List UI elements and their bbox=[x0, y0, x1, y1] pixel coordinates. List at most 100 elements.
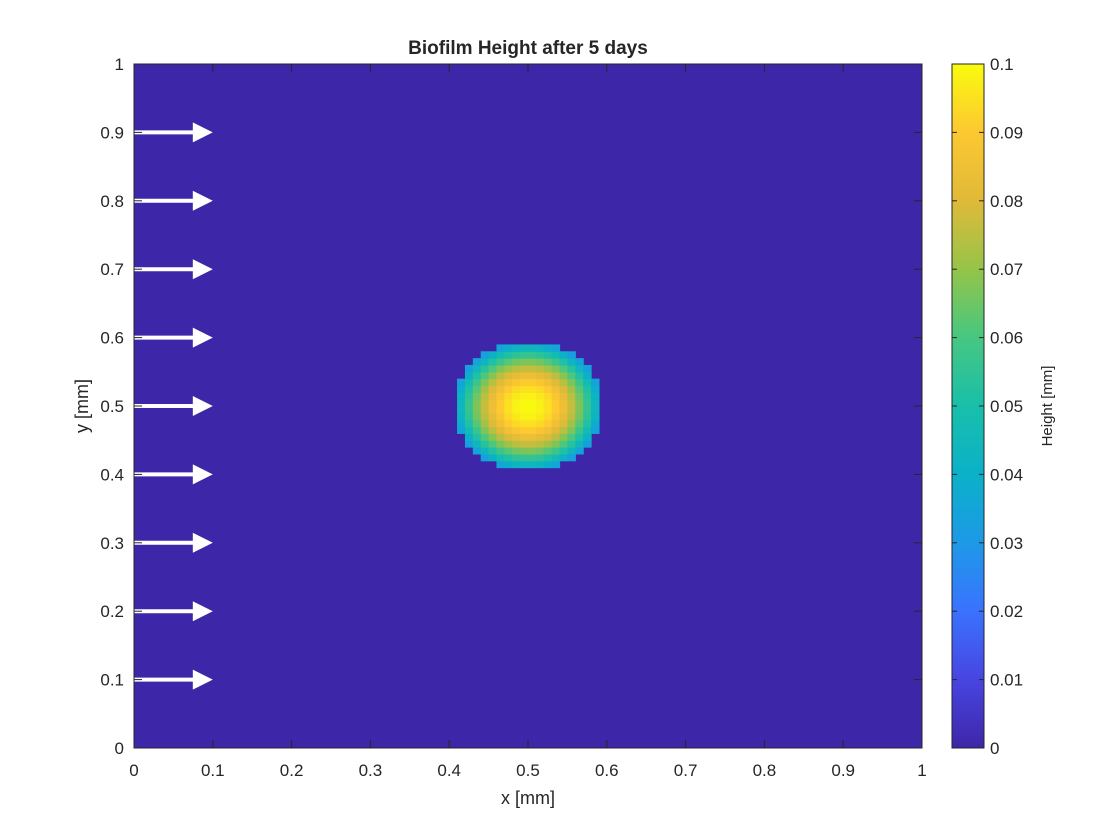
heatmap-cell bbox=[535, 447, 545, 455]
heatmap-cell bbox=[504, 419, 513, 428]
colorbar: 0 0.01 0.02 0.03 0.04 0.05 0.06 0.07 0.08 0.09 0.1 bbox=[951, 55, 1023, 758]
heatmap-cell bbox=[480, 426, 490, 434]
heatmap-cell bbox=[583, 412, 592, 421]
axes: 0 0.1 0.2 0.3 0.4 0.5 0.6 0.7 0.8 0.9 1 0 0.1 0.2 0.3 0… bbox=[100, 55, 926, 780]
heatmap-cell bbox=[496, 433, 505, 441]
heatmap-cell bbox=[528, 453, 537, 462]
flow-arrow-head bbox=[192, 532, 213, 553]
heatmap-cell bbox=[591, 412, 600, 421]
heatmap-cell bbox=[496, 392, 505, 400]
heatmap-cell bbox=[583, 440, 592, 448]
heatmap-cell bbox=[520, 371, 529, 380]
heatmap-cell bbox=[543, 419, 553, 428]
heatmap-cell bbox=[488, 399, 498, 407]
x-tick-label: 0.6 bbox=[595, 761, 619, 780]
heatmap-cell bbox=[535, 440, 545, 448]
x-tick-label: 0.2 bbox=[280, 761, 304, 780]
heatmap-cell bbox=[520, 440, 529, 448]
y-tick-label: 0.4 bbox=[100, 465, 124, 484]
heatmap-cell bbox=[480, 385, 490, 393]
x-tick-label: 0.9 bbox=[831, 761, 855, 780]
heatmap-cell bbox=[528, 378, 537, 387]
heatmap-cell bbox=[551, 364, 561, 373]
heatmap-cell bbox=[559, 447, 568, 455]
heatmap-cell bbox=[488, 447, 498, 455]
heatmap-cell bbox=[496, 460, 505, 469]
heatmap-cell bbox=[543, 406, 553, 414]
heatmap-cell bbox=[543, 392, 553, 400]
heatmap-cell bbox=[535, 392, 545, 400]
heatmap-cell bbox=[480, 419, 490, 428]
heatmap-cell bbox=[543, 364, 553, 373]
heatmap-cell bbox=[496, 419, 505, 428]
heatmap-cell bbox=[464, 399, 474, 407]
heatmap-cell bbox=[504, 385, 513, 393]
colorbar-tick-label: 0.02 bbox=[990, 602, 1023, 621]
heatmap-cell bbox=[504, 406, 513, 414]
heatmap-cell bbox=[528, 440, 537, 448]
heatmap-cell bbox=[535, 426, 545, 434]
heatmap-cell bbox=[472, 399, 482, 407]
heatmap-cell bbox=[543, 358, 553, 366]
heatmap-cell bbox=[504, 460, 513, 469]
heatmap-cell bbox=[567, 392, 576, 400]
heatmap-cell bbox=[543, 385, 553, 393]
heatmap-cell bbox=[535, 433, 545, 441]
heatmap-cell bbox=[543, 378, 553, 387]
heatmap-cell bbox=[520, 447, 529, 455]
heatmap-cell bbox=[575, 378, 584, 387]
heatmap-cell bbox=[559, 385, 568, 393]
flow-arrow bbox=[134, 327, 213, 348]
heatmap-cell bbox=[472, 426, 482, 434]
heatmap-cell bbox=[512, 351, 521, 359]
heatmap-cell bbox=[520, 351, 529, 359]
heatmap-cell bbox=[559, 351, 568, 359]
heatmap-cell bbox=[551, 419, 561, 428]
heatmap-cell bbox=[512, 399, 521, 407]
heatmap-cell bbox=[583, 378, 592, 387]
heatmap-cell bbox=[551, 351, 561, 359]
heatmap-cell bbox=[535, 344, 545, 352]
heatmap-cell bbox=[457, 392, 466, 400]
heatmap-cell bbox=[480, 392, 490, 400]
heatmap-cell bbox=[543, 426, 553, 434]
heatmap-cell bbox=[543, 440, 553, 448]
heatmap-cell bbox=[551, 453, 561, 462]
heatmap-cell bbox=[480, 433, 490, 441]
heatmap-cell bbox=[559, 358, 568, 366]
heatmap-cell bbox=[464, 371, 474, 380]
flow-arrow bbox=[134, 532, 213, 553]
heatmap-cell bbox=[520, 392, 529, 400]
heatmap-cell bbox=[528, 371, 537, 380]
heatmap-cell bbox=[480, 440, 490, 448]
y-tick-label: 0.6 bbox=[100, 329, 124, 348]
heatmap-cell bbox=[512, 412, 521, 421]
heatmap-cell bbox=[488, 453, 498, 462]
heatmap-cell bbox=[551, 399, 561, 407]
heatmap-cell bbox=[575, 385, 584, 393]
x-tick-label: 0.7 bbox=[674, 761, 698, 780]
heatmap-cell bbox=[535, 460, 545, 469]
heatmap-cell bbox=[496, 378, 505, 387]
heatmap-cell bbox=[551, 392, 561, 400]
heatmap-cell bbox=[528, 351, 537, 359]
heatmap-cell bbox=[457, 412, 466, 421]
heatmap-cell bbox=[559, 378, 568, 387]
heatmap-cell bbox=[575, 371, 584, 380]
heatmap-cell bbox=[480, 358, 490, 366]
heatmap-cell bbox=[559, 440, 568, 448]
heatmap-cell bbox=[512, 453, 521, 462]
y-axis-label: y [mm] bbox=[72, 379, 92, 433]
heatmap-cell bbox=[535, 399, 545, 407]
heatmap-cell bbox=[488, 364, 498, 373]
heatmap-cell bbox=[472, 358, 482, 366]
heatmap-cell bbox=[464, 440, 474, 448]
heatmap-cell bbox=[504, 412, 513, 421]
heatmap-cell bbox=[512, 447, 521, 455]
heatmap-cell bbox=[457, 406, 466, 414]
heatmap-cell bbox=[575, 433, 584, 441]
heatmap-cell bbox=[488, 412, 498, 421]
heatmap-cell bbox=[551, 406, 561, 414]
heatmap-cell bbox=[551, 447, 561, 455]
